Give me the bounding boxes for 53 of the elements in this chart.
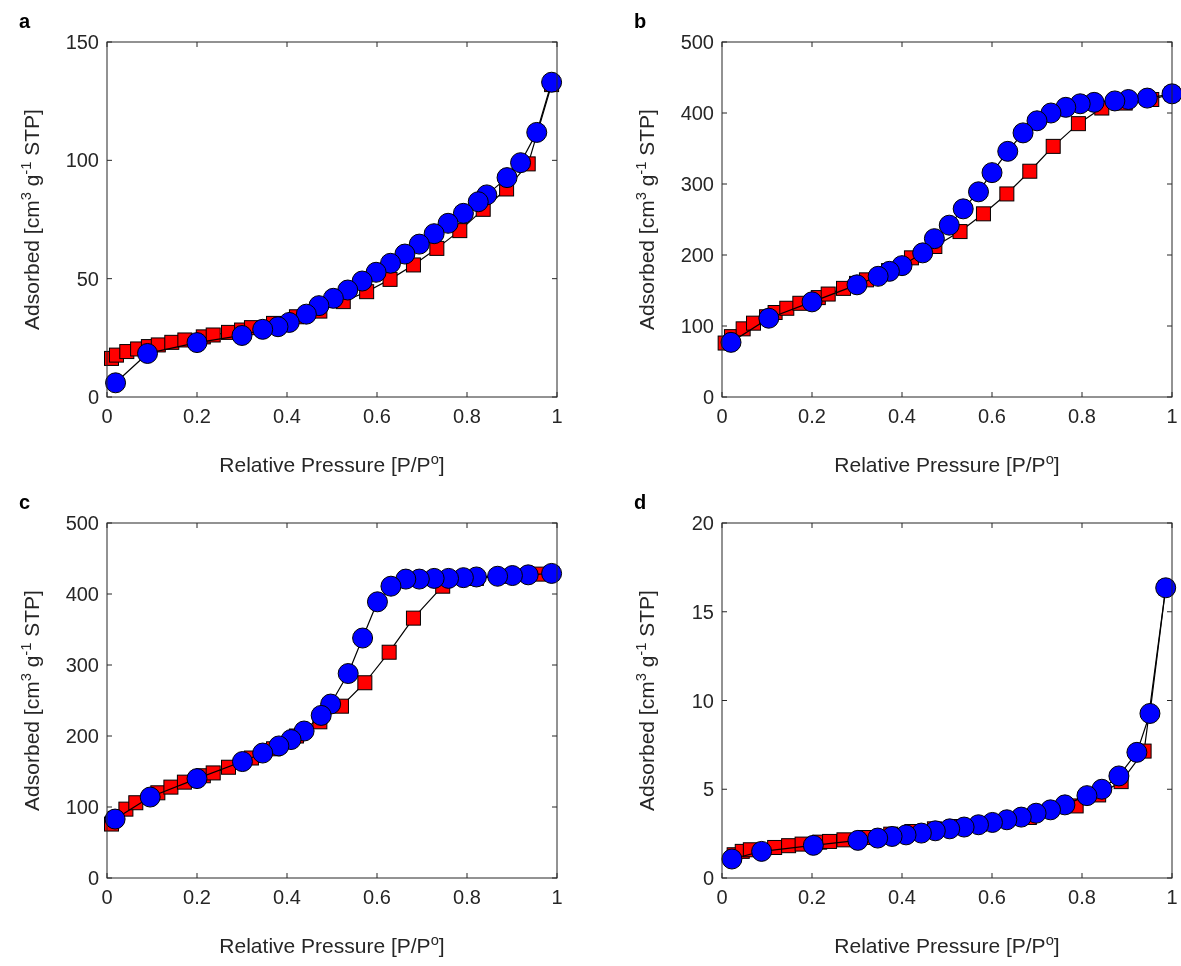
x-axis-title: Relative Pressure [P/P$^{o}$] [219,451,445,476]
y-tick-label: 200 [680,244,714,266]
x-tick-label: 0.6 [363,886,391,908]
y-tick-label: 0 [702,867,714,889]
y-tick-label: 15 [691,600,714,623]
x-tick-label: 0.2 [798,405,826,427]
y-tick-label: 100 [65,149,99,172]
y-tick-label: 100 [65,796,99,818]
x-tick-label: 0.8 [1068,886,1096,908]
x-axis-title: Relative Pressure [P/P$^{o}$] [219,932,445,957]
y-tick-label: 5 [702,778,714,801]
y-tick-label: 0 [87,867,99,889]
y-tick-label: 400 [65,583,99,605]
x-tick-label: 0.2 [183,405,211,427]
y-tick-label: 400 [680,102,714,124]
x-tick-label: 0 [716,405,728,427]
x-tick-label: 0.2 [798,886,826,908]
y-tick-label: 300 [680,173,714,195]
x-tick-label: 0.6 [363,405,391,427]
y-tick-label: 100 [680,315,714,337]
y-tick-label: 10 [691,689,714,712]
x-tick-label: 0.8 [1068,405,1096,427]
x-axis-title: Relative Pressure [P/P$^{o}$] [834,932,1060,957]
x-tick-label: 0.4 [273,405,301,427]
y-tick-label: 50 [76,267,99,290]
x-tick-label: 0.8 [453,886,481,908]
chart-title: a [19,10,31,32]
x-tick-label: 0.4 [273,886,301,908]
y-tick-label: 300 [65,654,99,676]
y-tick-label: 0 [702,386,714,408]
y-tick-label: 150 [65,31,99,53]
chart-title: b [634,10,647,32]
x-tick-label: 0.6 [978,886,1006,908]
x-tick-label: 0.4 [888,886,916,908]
x-tick-label: 0.8 [453,405,481,427]
x-tick-label: 0.2 [183,886,211,908]
x-tick-label: 0 [101,405,113,427]
x-tick-label: 0.6 [978,405,1006,427]
x-tick-label: 1 [1166,886,1178,908]
x-axis-title: Relative Pressure [P/P$^{o}$] [834,451,1060,476]
x-tick-label: 1 [1166,405,1178,427]
y-tick-label: 500 [65,512,99,534]
x-tick-label: 0 [101,886,113,908]
x-tick-label: 0.4 [888,405,916,427]
x-tick-label: 1 [551,405,563,427]
x-tick-label: 0 [716,886,728,908]
y-tick-label: 20 [691,512,714,534]
chart-title: d [634,491,647,513]
chart-title: c [19,491,31,513]
y-tick-label: 0 [87,386,99,408]
y-tick-label: 200 [65,725,99,747]
x-tick-label: 1 [551,886,563,908]
y-tick-label: 500 [680,31,714,53]
